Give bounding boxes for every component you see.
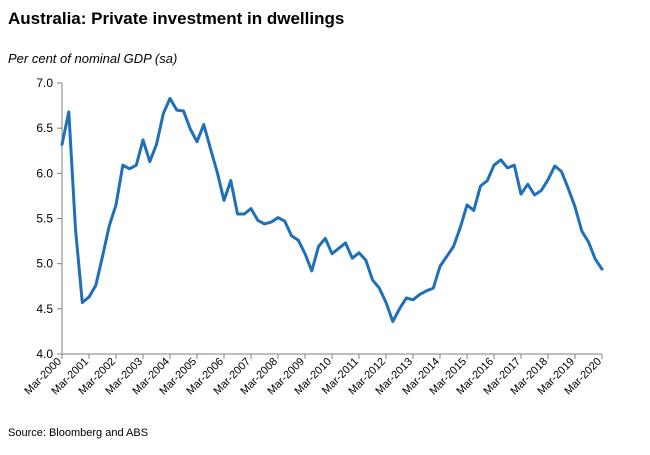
data-point (466, 204, 468, 206)
data-point (425, 290, 427, 292)
y-tick-label: 6.5 (36, 121, 53, 135)
x-axis: Mar-2000Mar-2001Mar-2002Mar-2003Mar-2004… (22, 353, 604, 397)
data-point (128, 168, 130, 170)
data-point (203, 123, 205, 125)
data-point (520, 193, 522, 195)
data-point (101, 255, 103, 257)
data-point (493, 164, 495, 166)
data-point (513, 164, 515, 166)
data-point (88, 296, 90, 298)
data-point (567, 188, 569, 190)
data-point (270, 221, 272, 223)
data-point (479, 185, 481, 187)
data-point (358, 252, 360, 254)
data-point (304, 253, 306, 255)
y-tick-label: 4.5 (36, 302, 53, 316)
data-point (230, 179, 232, 181)
data-point (587, 241, 589, 243)
data-point (182, 110, 184, 112)
data-point (74, 228, 76, 230)
data-point (452, 245, 454, 247)
series-line (60, 96, 604, 323)
data-point (473, 209, 475, 211)
data-point (574, 206, 576, 208)
data-point (277, 216, 279, 218)
data-point (506, 167, 508, 169)
data-point (439, 265, 441, 267)
data-point (243, 213, 245, 215)
y-axis-label: Per cent of nominal GDP (sa) (8, 51, 178, 66)
data-point (338, 247, 340, 249)
data-point (398, 308, 400, 310)
data-point (581, 230, 583, 232)
data-point (392, 320, 394, 322)
data-point (311, 270, 313, 272)
data-point (344, 242, 346, 244)
data-point (446, 255, 448, 257)
data-point (176, 109, 178, 111)
data-point (297, 239, 299, 241)
data-point (257, 219, 259, 221)
data-point (135, 164, 137, 166)
data-point (317, 245, 319, 247)
data-point (385, 301, 387, 303)
y-tick-label: 5.5 (36, 212, 53, 226)
data-point (81, 301, 83, 303)
data-point (533, 194, 535, 196)
data-point (209, 148, 211, 150)
data-point (371, 279, 373, 281)
data-point (378, 287, 380, 289)
y-tick-label: 5.0 (36, 257, 53, 271)
data-point (155, 143, 157, 145)
data-point (196, 141, 198, 143)
data-point (412, 299, 414, 301)
data-point (216, 171, 218, 173)
data-point (169, 97, 171, 99)
data-point (61, 143, 63, 145)
data-point (601, 268, 603, 270)
data-point (189, 128, 191, 130)
data-point (68, 111, 70, 113)
data-point (284, 220, 286, 222)
data-point (405, 297, 407, 299)
data-point (162, 113, 164, 115)
data-point (554, 165, 556, 167)
data-point (365, 259, 367, 261)
data-point (290, 235, 292, 237)
data-point (250, 207, 252, 209)
source-note: Source: Bloomberg and ABS (8, 427, 149, 439)
data-point (236, 213, 238, 215)
data-point (500, 159, 502, 161)
data-point (331, 253, 333, 255)
series-layer (60, 96, 604, 323)
data-point (594, 258, 596, 260)
data-point (263, 223, 265, 225)
chart-title: Australia: Private investment in dwellin… (8, 9, 345, 28)
data-point (547, 179, 549, 181)
data-point (351, 257, 353, 259)
data-point (122, 164, 124, 166)
data-point (527, 183, 529, 185)
data-point (223, 199, 225, 201)
data-point (540, 189, 542, 191)
data-point (149, 160, 151, 162)
y-tick-label: 6.0 (36, 166, 53, 180)
data-point (432, 287, 434, 289)
y-tick-label: 7.0 (36, 76, 53, 90)
data-point (95, 284, 97, 286)
data-point (419, 293, 421, 295)
data-point (486, 179, 488, 181)
data-point (324, 237, 326, 239)
y-axis: 4.0 4.5 5.0 5.5 6.0 6.5 7.0 (36, 76, 63, 361)
data-point (459, 226, 461, 228)
data-point (108, 225, 110, 227)
y-tick-label: 4.0 (36, 347, 53, 361)
data-point (142, 139, 144, 141)
data-point (560, 170, 562, 172)
data-point (115, 204, 117, 206)
